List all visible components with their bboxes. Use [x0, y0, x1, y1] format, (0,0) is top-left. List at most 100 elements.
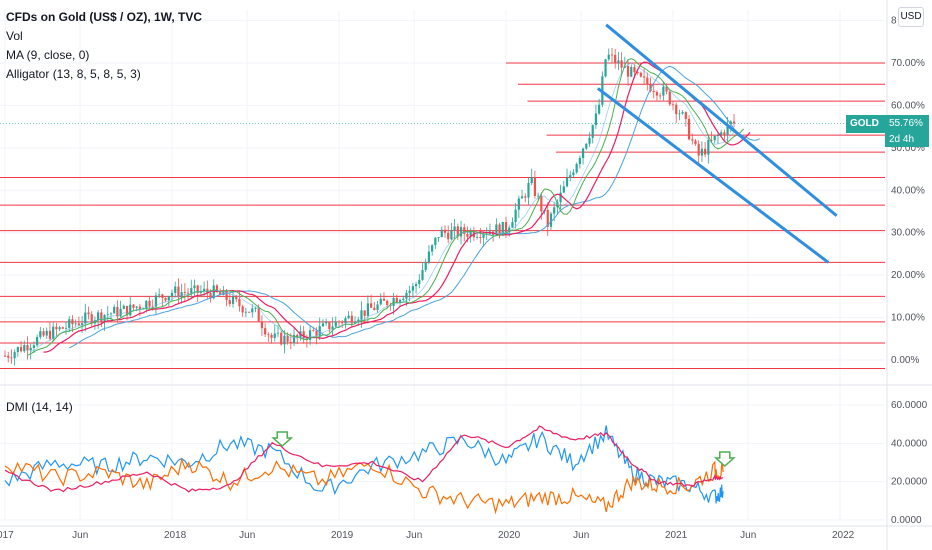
candle-body [29, 347, 32, 351]
y-tick-label: 60.00% [891, 100, 925, 111]
legend-title[interactable]: CFDs on Gold (US$ / OZ), 1W, TVC [6, 10, 203, 24]
candle-body [148, 300, 151, 307]
x-tick-label: Jun [72, 530, 88, 541]
candle-body [626, 65, 630, 77]
candle-body [553, 207, 556, 214]
candle-body [286, 335, 289, 342]
candle-body [193, 285, 196, 289]
candle-body [64, 327, 68, 329]
horizontal-levels[interactable] [0, 62, 885, 369]
candle-body [652, 91, 655, 93]
candle-body [678, 113, 681, 115]
candle-body [710, 140, 713, 141]
candle-body [90, 314, 93, 324]
candle-body [614, 55, 617, 64]
candle-body [7, 355, 10, 358]
candle-body [161, 294, 164, 298]
candle-body [55, 326, 58, 330]
candle-body [501, 222, 504, 236]
y-tick-label: 30.00% [891, 228, 925, 239]
candle-body [665, 86, 668, 92]
dmi-grid [0, 404, 885, 521]
candle-body [87, 312, 90, 315]
candle-body [675, 104, 678, 115]
candle-body [437, 237, 440, 238]
x-tick-label: 2021 [665, 530, 688, 541]
alligator-teeth-line [43, 61, 751, 353]
candle-body [302, 331, 305, 339]
candle-body [562, 186, 565, 193]
candle-body [720, 132, 723, 136]
y-tick-label: 70.00% [891, 58, 925, 69]
candle-body [154, 295, 158, 307]
legend-alligator[interactable]: Alligator (13, 8, 5, 8, 5, 3) [6, 67, 141, 81]
candle-body [170, 292, 174, 297]
candle-body [697, 144, 700, 156]
candle-body [145, 300, 148, 309]
candle-body [231, 296, 235, 304]
candle-body [456, 226, 459, 237]
candle-body [260, 321, 264, 329]
candle-body [26, 345, 29, 351]
candle-body [84, 312, 87, 324]
legend-vol[interactable]: Vol [6, 29, 23, 43]
dmi-legend: DMI (14, 14) [6, 398, 73, 417]
candle-body [723, 132, 726, 136]
candles [3, 47, 736, 366]
candle-body [427, 251, 431, 263]
candle-body [80, 323, 84, 326]
last-price-tag: 55.76% [885, 115, 929, 133]
y-tick-label: 0.00% [891, 355, 919, 366]
candle-body [125, 305, 129, 316]
x-tick-label: 2022 [832, 530, 855, 541]
candle-body [366, 303, 370, 316]
candle-body [267, 334, 270, 336]
candle-body [684, 112, 687, 119]
candle-body [475, 236, 479, 238]
candle-body [594, 113, 598, 126]
candle-body [440, 229, 443, 238]
candle-body [97, 312, 100, 321]
candle-body [411, 286, 414, 291]
candle-body [116, 306, 119, 317]
candle-body [408, 290, 411, 293]
candle-body [498, 224, 501, 236]
candle-body [607, 54, 610, 60]
legend-ma[interactable]: MA (9, close, 0) [6, 48, 90, 62]
candle-body [132, 304, 135, 308]
candle-body [434, 237, 437, 246]
candle-body [45, 330, 48, 336]
candle-body [122, 305, 125, 309]
y-tick-label: 20.00% [891, 270, 925, 281]
y-tick-label: 50.00% [891, 143, 925, 154]
candle-body [39, 331, 42, 338]
candle-body [447, 232, 450, 240]
candle-body [225, 290, 228, 301]
candle-body [443, 229, 447, 233]
x-tick-label: 2018 [164, 530, 187, 541]
candle-body [273, 333, 276, 338]
dmi-y-tick-label: 0.0000 [891, 515, 922, 526]
trend-channel[interactable] [596, 23, 838, 264]
bar-countdown: 2d 4h [885, 133, 929, 147]
candle-body [36, 337, 39, 346]
candle-body [331, 326, 334, 330]
candle-body [639, 72, 642, 77]
candle-body [100, 312, 103, 322]
candle-body [280, 332, 283, 345]
currency-button[interactable]: USD [898, 7, 924, 27]
candle-body [572, 172, 575, 176]
annotation-marker-2-shape [713, 451, 736, 468]
candle-body [328, 321, 331, 330]
candle-body [215, 285, 219, 292]
candle-body [707, 140, 710, 155]
candle-body [482, 234, 485, 238]
candle-body [222, 290, 225, 296]
legend-dmi[interactable]: DMI (14, 14) [6, 400, 73, 414]
candle-body [158, 294, 161, 296]
candle-body [610, 54, 614, 56]
candle-body [681, 112, 684, 114]
annotation-marker-1 [271, 431, 294, 448]
